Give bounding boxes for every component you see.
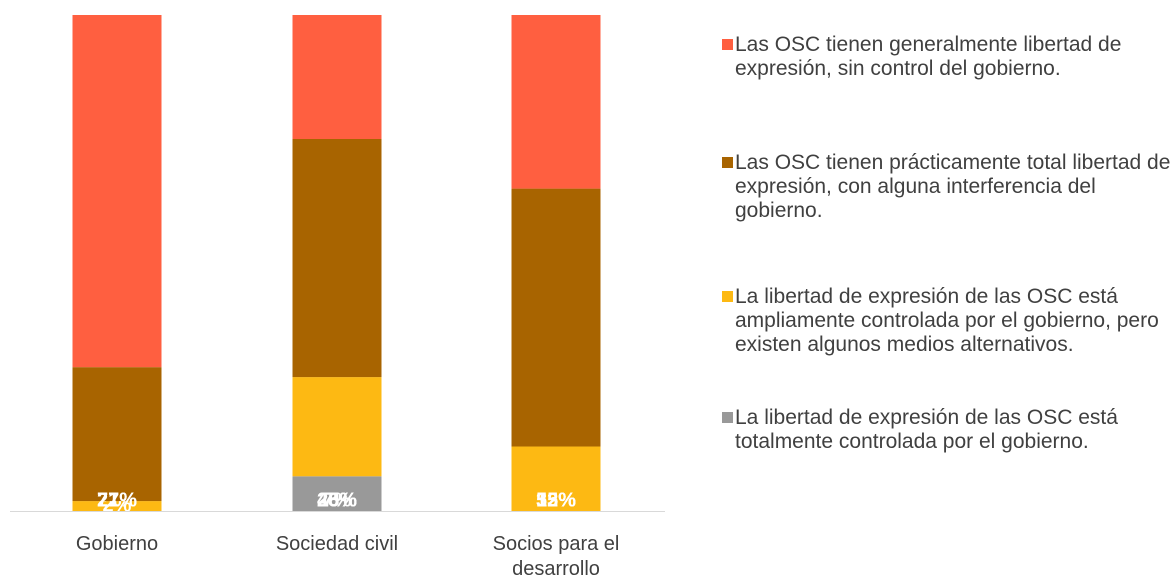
bar-segment	[292, 476, 382, 511]
bar-segment	[292, 377, 382, 477]
legend-entry: Las OSC tienen prácticamente total liber…	[722, 151, 1170, 223]
value-label: 71%	[97, 489, 137, 511]
x-tick-label: Sociedad civil	[275, 533, 399, 555]
value-label: 48%	[317, 489, 357, 511]
value-label: 7%	[323, 489, 352, 511]
value-label: 35%	[536, 489, 576, 511]
bar-segment	[292, 139, 382, 378]
bar-segment	[72, 15, 162, 368]
value-label: 27%	[97, 489, 137, 511]
x-tick-label: Socios para el desarrollo	[492, 533, 620, 580]
plot: 2%27%71% 7%20%48%25% 13%52%35%	[10, 15, 665, 512]
bar-segment	[72, 367, 162, 502]
value-label: 52%	[536, 489, 576, 511]
legend-entry: La libertad de expresión de las OSC está…	[722, 406, 1170, 454]
legend-swatch	[722, 291, 733, 302]
x-tick-label: Gobierno	[75, 533, 159, 555]
legend-entry: Las OSC tienen generalmente libertad de …	[722, 33, 1170, 81]
bar-segment	[511, 188, 601, 447]
legend-entry: La libertad de expresión de las OSC está…	[722, 285, 1170, 357]
legend-swatch	[722, 157, 733, 168]
legend-swatch	[722, 412, 733, 423]
legend-swatch	[722, 39, 733, 50]
bar-segment	[511, 446, 601, 511]
value-label: 20%	[317, 489, 357, 511]
value-label: 25%	[317, 489, 357, 511]
bar-segment	[72, 501, 162, 511]
bar-segment	[511, 15, 601, 189]
bar-segment	[292, 15, 382, 139]
value-label: 13%	[536, 489, 576, 511]
